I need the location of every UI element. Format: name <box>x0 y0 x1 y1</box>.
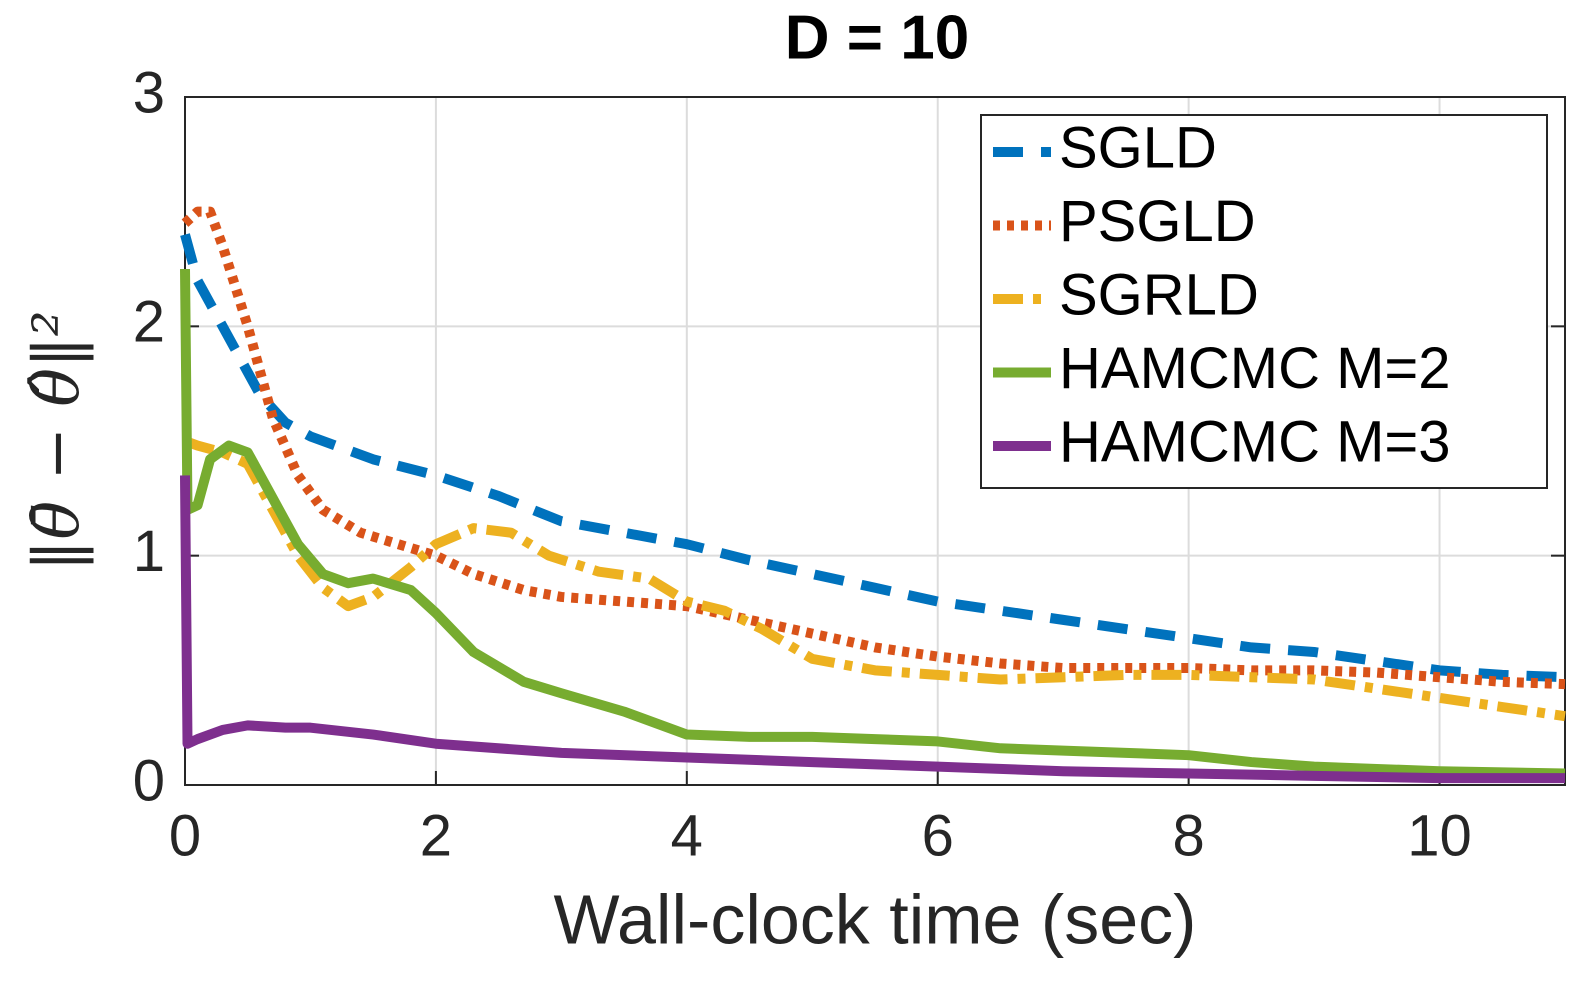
legend-label: SGRLD <box>1059 262 1259 327</box>
chart-title: D = 10 <box>785 3 969 72</box>
y-tick-label: 3 <box>133 60 165 125</box>
series-line <box>180 475 1565 784</box>
x-tick-label: 6 <box>922 803 954 868</box>
x-tick-label: 4 <box>671 803 703 868</box>
y-tick-label: 0 <box>133 748 165 813</box>
x-axis-label: Wall-clock time (sec) <box>554 880 1197 958</box>
series-line <box>181 206 1566 690</box>
x-tick-label: 8 <box>1173 803 1205 868</box>
series-line <box>180 268 1566 779</box>
legend-label: SGLD <box>1059 115 1217 180</box>
series-line <box>180 233 1566 683</box>
x-tick-label: 2 <box>420 803 452 868</box>
x-tick-label: 10 <box>1407 803 1472 868</box>
y-tick-label: 1 <box>133 519 165 584</box>
legend-label: HAMCMC M=3 <box>1059 409 1451 474</box>
series-line <box>183 436 1566 722</box>
x-tick-label: 0 <box>169 803 201 868</box>
y-tick-label: 2 <box>133 290 165 355</box>
y-axis-label: ‖θ̄ − θ̂‖² <box>21 310 95 571</box>
legend-label: HAMCMC M=2 <box>1059 336 1451 401</box>
legend-label: PSGLD <box>1059 189 1256 254</box>
legend-box <box>980 114 1548 489</box>
